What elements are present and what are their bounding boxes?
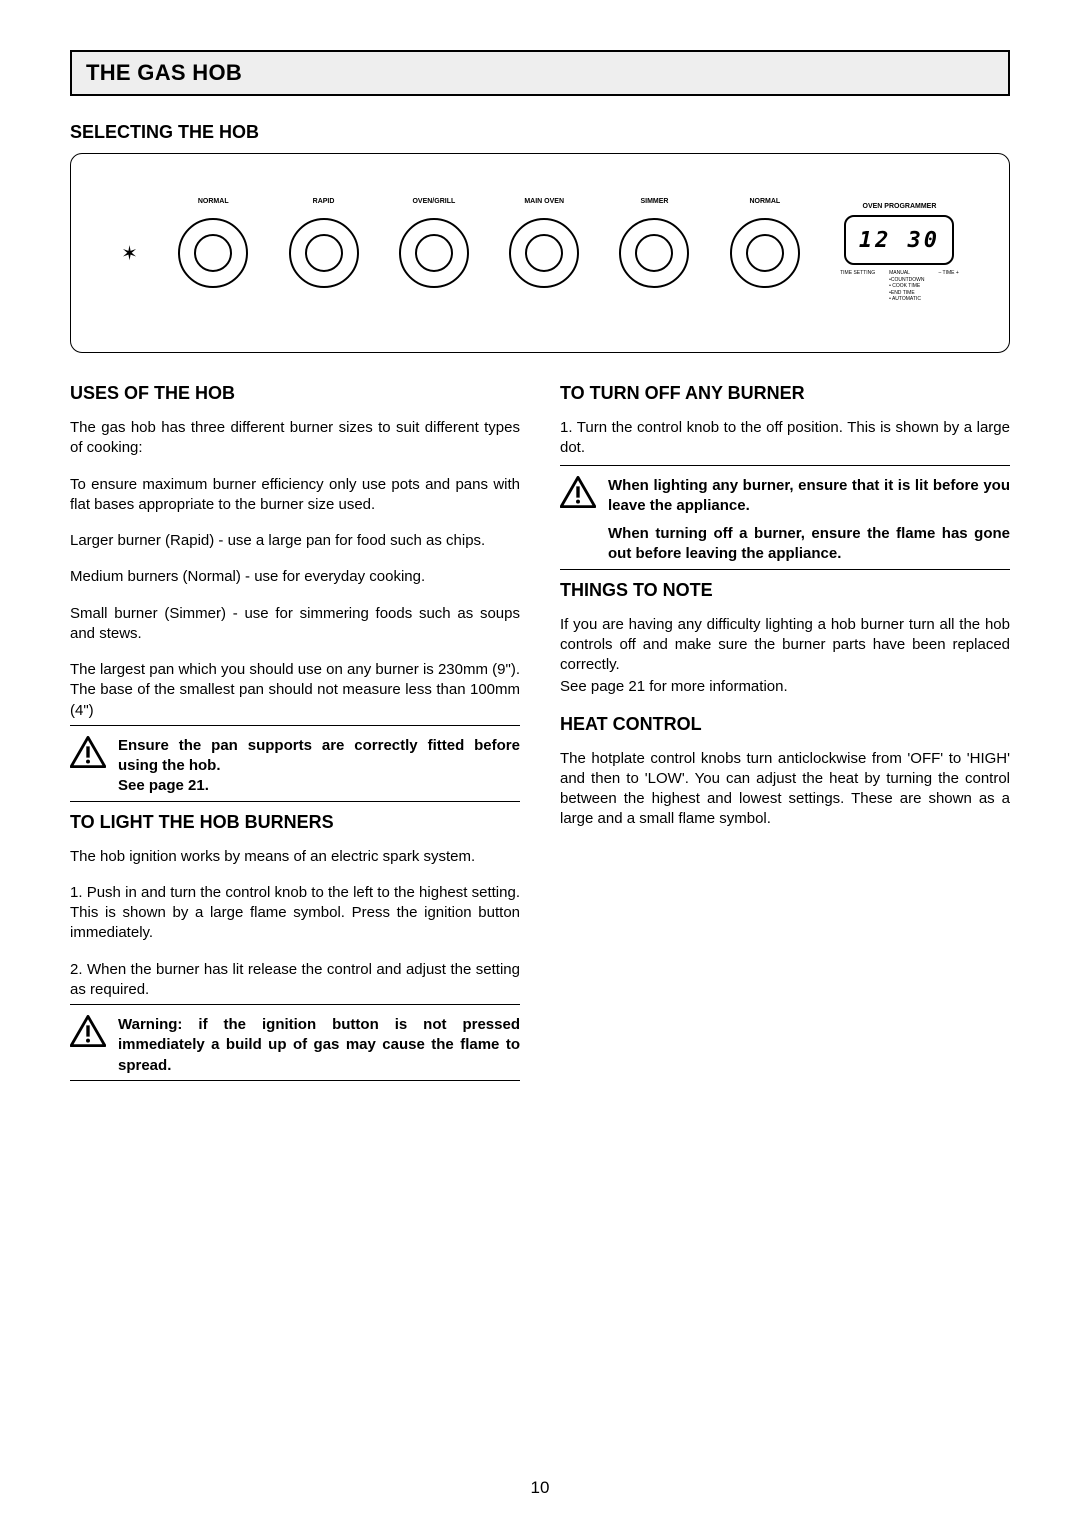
uses-p4: Medium burners (Normal) - use for everyd…	[70, 567, 520, 587]
divider	[70, 725, 520, 726]
divider	[560, 569, 1010, 570]
knob-normal-1: NORMAL	[178, 218, 248, 288]
clock-display: 12 30	[844, 215, 954, 265]
things-p1: If you are having any difficulty lightin…	[560, 615, 1010, 676]
spark-icon: ✶	[121, 241, 138, 266]
uses-p6: The largest pan which you should use on …	[70, 660, 520, 721]
uses-p3: Larger burner (Rapid) - use a large pan …	[70, 531, 520, 551]
programmer-controls: TIME SETTING MANUAL •COUNTDOWN • COOK TI…	[840, 270, 959, 303]
things-p2: See page 21 for more information.	[560, 677, 1010, 697]
right-column: TO TURN OFF ANY BURNER 1. Turn the contr…	[560, 383, 1010, 1091]
knob-oven-grill: OVEN/GRILL	[399, 218, 469, 288]
knob-label: MAIN OVEN	[524, 198, 564, 205]
knob-simmer: SIMMER	[619, 218, 689, 288]
divider	[560, 465, 1010, 466]
heading-things: THINGS TO NOTE	[560, 580, 1010, 601]
section-title: THE GAS HOB	[86, 60, 994, 86]
warning-icon	[560, 476, 596, 508]
divider	[70, 801, 520, 802]
knob-label: NORMAL	[198, 198, 229, 205]
knob-label: OVEN/GRILL	[412, 198, 455, 205]
warning-ignition: Warning: if the ignition button is not p…	[70, 1015, 520, 1076]
knob-normal-2: NORMAL	[730, 218, 800, 288]
heading-turnoff: TO TURN OFF ANY BURNER	[560, 383, 1010, 404]
control-panel-illustration: ✶ NORMAL RAPID OVEN/GRILL MAIN OVEN SIMM…	[70, 153, 1010, 353]
knob-main-oven: MAIN OVEN	[509, 218, 579, 288]
knob-label: NORMAL	[749, 198, 780, 205]
knob-rapid: RAPID	[289, 218, 359, 288]
section-title-box: THE GAS HOB	[70, 50, 1010, 96]
heading-light: TO LIGHT THE HOB BURNERS	[70, 812, 520, 833]
time-plus-label: – TIME +	[938, 270, 958, 277]
divider	[70, 1080, 520, 1081]
programmer-menu: MANUAL •COUNTDOWN • COOK TIME •END TIME …	[889, 270, 924, 303]
light-p2: 1. Push in and turn the control knob to …	[70, 883, 520, 944]
uses-p1: The gas hob has three different burner s…	[70, 418, 520, 459]
warning-icon	[70, 736, 106, 768]
uses-p2: To ensure maximum burner efficiency only…	[70, 475, 520, 516]
programmer-label: OVEN PROGRAMMER	[863, 203, 937, 210]
warning-text: Warning: if the ignition button is not p…	[118, 1015, 520, 1076]
divider	[70, 1004, 520, 1005]
time-setting-label: TIME SETTING	[840, 270, 875, 277]
oven-programmer: OVEN PROGRAMMER 12 30 TIME SETTING MANUA…	[840, 203, 959, 303]
warning-icon	[70, 1015, 106, 1047]
heat-p1: The hotplate control knobs turn anticloc…	[560, 749, 1010, 830]
knob-label: RAPID	[313, 198, 335, 205]
light-p1: The hob ignition works by means of an el…	[70, 847, 520, 867]
light-p3: 2. When the burner has lit release the c…	[70, 960, 520, 1001]
warning-text: When turning off a burner, ensure the fl…	[608, 524, 1010, 565]
left-column: USES OF THE HOB The gas hob has three di…	[70, 383, 520, 1091]
heading-selecting: SELECTING THE HOB	[70, 122, 1010, 143]
heading-uses: USES OF THE HOB	[70, 383, 520, 404]
warning-lighting: When lighting any burner, ensure that it…	[560, 476, 1010, 565]
heading-heat: HEAT CONTROL	[560, 714, 1010, 735]
turnoff-p1: 1. Turn the control knob to the off posi…	[560, 418, 1010, 459]
knob-label: SIMMER	[640, 198, 668, 205]
page-number: 10	[531, 1478, 550, 1498]
warning-text: Ensure the pan supports are correctly fi…	[118, 736, 520, 797]
uses-p5: Small burner (Simmer) - use for simmerin…	[70, 604, 520, 645]
warning-pan-supports: Ensure the pan supports are correctly fi…	[70, 736, 520, 797]
warning-text: When lighting any burner, ensure that it…	[608, 476, 1010, 517]
